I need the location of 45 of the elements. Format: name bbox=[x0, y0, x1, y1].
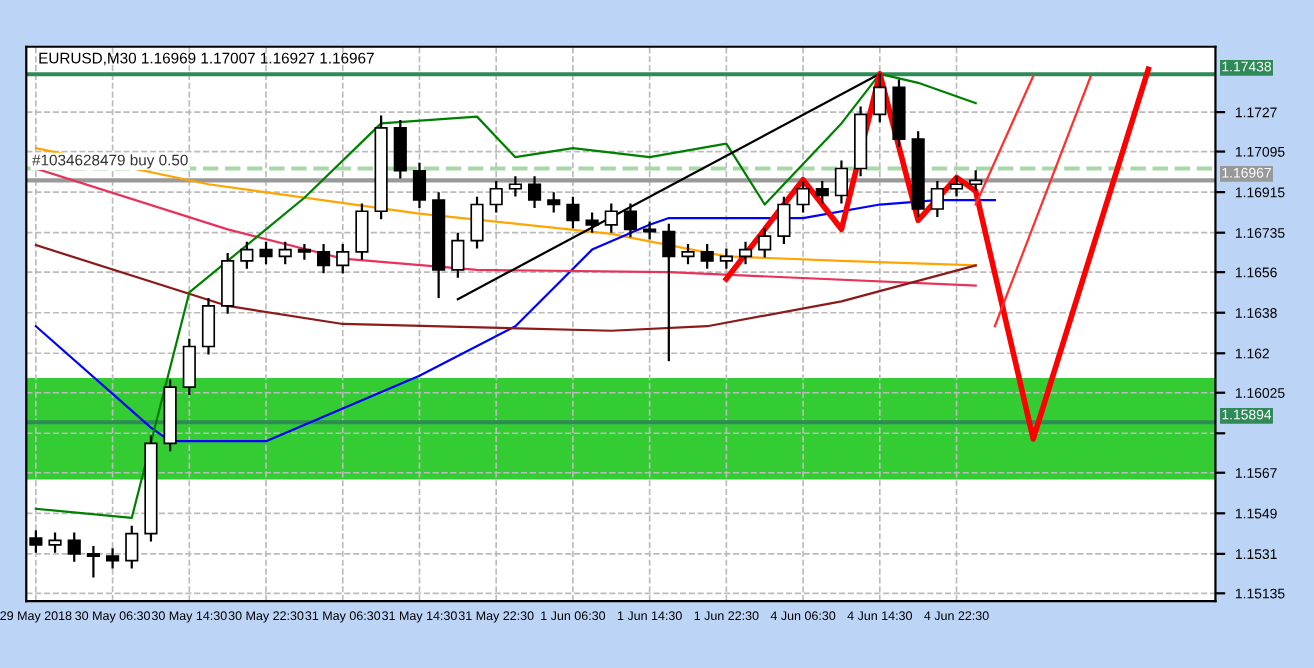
line-series bbox=[34, 167, 977, 287]
candlestick bbox=[67, 532, 81, 562]
candlestick bbox=[106, 548, 120, 569]
candlestick bbox=[681, 243, 695, 265]
candlestick bbox=[336, 243, 350, 274]
line-series bbox=[34, 147, 977, 267]
candlestick bbox=[969, 170, 983, 191]
candlestick bbox=[316, 243, 331, 274]
line-series bbox=[34, 72, 977, 519]
candlestick bbox=[662, 223, 676, 362]
candlestick bbox=[259, 241, 273, 265]
candlestick bbox=[930, 180, 944, 217]
candlestick bbox=[201, 298, 216, 355]
candlestick bbox=[719, 248, 733, 269]
candlestick bbox=[489, 180, 503, 213]
candlestick bbox=[278, 241, 292, 265]
candlestick bbox=[240, 241, 254, 269]
candlestick bbox=[182, 338, 196, 395]
candlestick bbox=[547, 192, 561, 213]
candlestick bbox=[815, 180, 829, 204]
candlestick bbox=[777, 196, 791, 244]
candlestick bbox=[297, 243, 311, 260]
candlestick bbox=[125, 525, 139, 569]
line-series bbox=[723, 66, 1152, 442]
candlestick bbox=[412, 162, 427, 208]
candlestick bbox=[470, 196, 484, 249]
candlestick bbox=[623, 203, 638, 238]
candlestick bbox=[738, 241, 753, 265]
candlestick bbox=[700, 243, 714, 269]
candlestick bbox=[393, 120, 407, 179]
candlestick bbox=[355, 203, 369, 260]
candlestick bbox=[949, 176, 964, 197]
candlestick bbox=[451, 232, 465, 278]
candlestick bbox=[527, 176, 542, 208]
line-series bbox=[34, 243, 977, 332]
candlestick bbox=[86, 546, 100, 578]
candlestick bbox=[834, 160, 849, 204]
candlestick bbox=[48, 532, 62, 553]
candlestick bbox=[508, 176, 522, 197]
candlestick bbox=[221, 253, 235, 314]
candlestick bbox=[566, 196, 580, 229]
candlestick bbox=[585, 212, 599, 233]
candlestick bbox=[604, 203, 618, 233]
candlestick bbox=[758, 228, 772, 258]
candlestick bbox=[796, 180, 810, 213]
